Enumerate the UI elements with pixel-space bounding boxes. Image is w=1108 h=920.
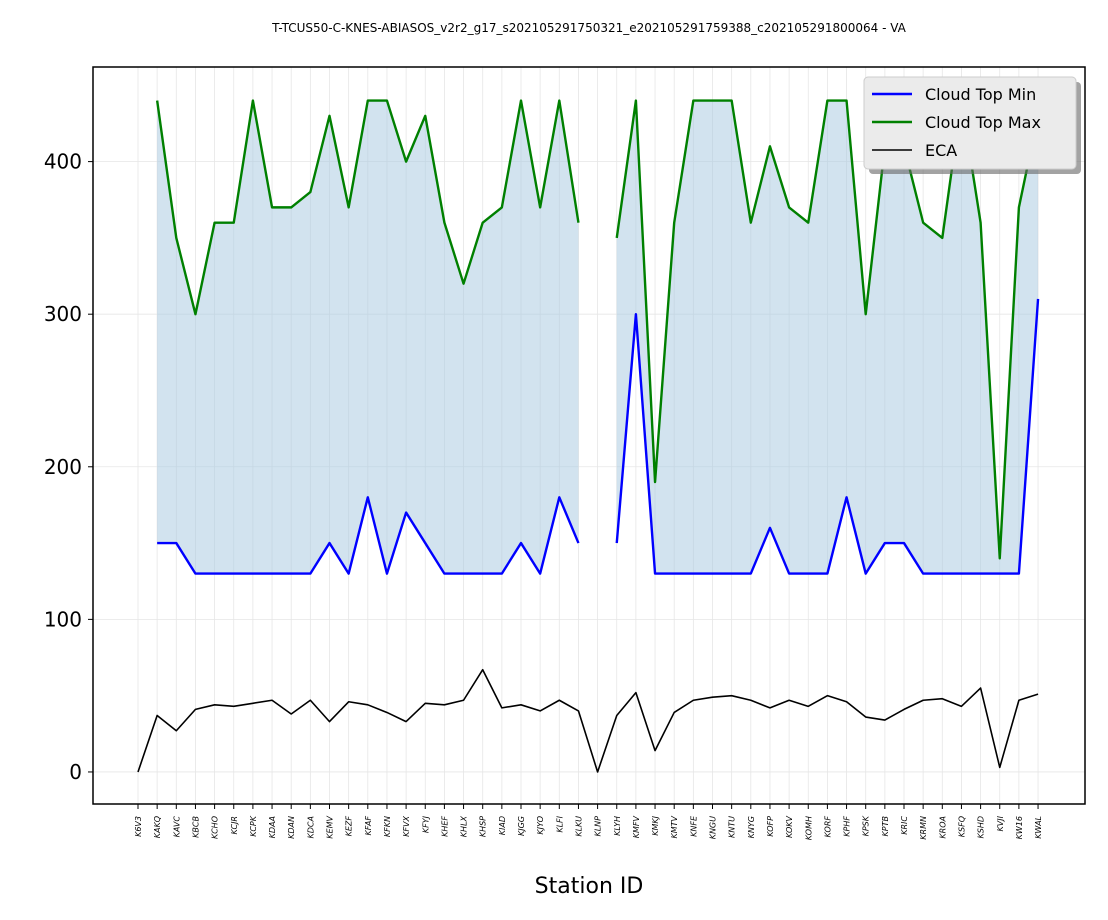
x-tick-label: KJGG: [517, 816, 526, 836]
x-tick-label: KLFI: [555, 815, 564, 832]
x-tick-label: KNTU: [728, 816, 737, 838]
x-tick-label: KNYG: [747, 816, 756, 838]
x-tick-label: KOFP: [766, 816, 775, 837]
x-tick-label: KOMH: [804, 816, 813, 840]
legend-label-cloud-top-max: Cloud Top Max: [925, 113, 1041, 132]
x-tick-label: KLYH: [613, 816, 622, 836]
x-tick-label: KW16: [1015, 816, 1024, 839]
y-tick-label: 0: [69, 760, 82, 784]
legend-label-cloud-top-min: Cloud Top Min: [925, 85, 1036, 104]
x-tick-label: KFAF: [364, 816, 373, 836]
fill-between-area: [157, 100, 579, 574]
legend-box: [863, 76, 1077, 170]
x-tick-label: KDAN: [287, 816, 296, 839]
x-tick-label: KMTV: [670, 815, 679, 838]
y-axis: 0 100 200 300 400: [44, 150, 93, 784]
x-tick-label: KRMN: [919, 816, 928, 840]
x-tick-label: KHSP: [479, 816, 488, 837]
x-tick-label: KPHF: [843, 816, 852, 837]
series-layer: [137, 99, 1040, 773]
x-tick-label: KOKV: [785, 815, 794, 838]
x-tick-label: KFKN: [383, 816, 392, 837]
x-tick-label: KCHO: [211, 816, 220, 839]
x-tick-label: KSFQ: [957, 816, 966, 837]
x-tick-label: KROA: [938, 816, 947, 839]
x-tick-label: KEMV: [326, 815, 335, 838]
x-tick-label: KHLX: [460, 815, 469, 837]
x-tick-label: KJYO: [536, 816, 545, 835]
series-line-eca: [137, 668, 1039, 773]
plot-frame: [92, 66, 1086, 805]
legend-label-eca: ECA: [925, 141, 957, 160]
x-tick-label: KFVX: [402, 815, 411, 836]
chart-title: T-TCUS50-C-KNES-ABIASOS_v2r2_g17_s202105…: [271, 21, 907, 35]
y-tick-label: 300: [44, 302, 82, 326]
x-tick-label: KIAD: [498, 816, 507, 835]
x-tick-label: KAVC: [172, 816, 181, 838]
x-tick-label: KEZF: [345, 816, 354, 837]
x-tick-label: KDAA: [268, 816, 277, 838]
x-tick-label: KDCA: [306, 816, 315, 838]
series-line-cloud-top-min: [157, 298, 1040, 575]
x-axis-label: Station ID: [535, 874, 644, 899]
fill-between-area: [616, 100, 1039, 574]
fill-area-layer: [157, 100, 1039, 574]
x-tick-label: KFYJ: [421, 815, 430, 833]
y-tick-label: 100: [44, 607, 82, 631]
x-tick-label: KAKQ: [153, 816, 162, 838]
x-tick-label: K6V3: [134, 816, 143, 837]
x-tick-label: KLNP: [594, 816, 603, 837]
x-tick-label: KRIC: [900, 816, 909, 835]
x-tick-label: KHEF: [440, 816, 449, 837]
y-tick-label: 400: [44, 150, 82, 174]
x-tick-label: KLKU: [574, 816, 583, 837]
x-tick-label: KMKJ: [651, 815, 660, 835]
x-tick-label: KNGU: [709, 816, 718, 839]
y-tick-label: 200: [44, 455, 82, 479]
x-tick-label: KPSK: [862, 815, 871, 836]
legend-items: Cloud Top Min Cloud Top Max ECA: [872, 85, 1041, 160]
x-tick-label: KORF: [823, 816, 832, 838]
x-tick-label: KWAL: [1034, 816, 1043, 839]
legend: Cloud Top Min Cloud Top Max ECA: [863, 76, 1081, 174]
x-tick-label: KPTB: [881, 816, 890, 836]
x-tick-label: KNFE: [689, 815, 698, 837]
x-axis: K6V3 KAKQ KAVC KBCB KCHO KCJR KCPK KDAA KDAN KDCA…: [134, 804, 1043, 840]
x-tick-label: KMFV: [632, 815, 641, 838]
x-tick-label: KCJR: [230, 816, 239, 835]
x-tick-label: KVJI: [996, 815, 1005, 831]
x-tick-label: KCPK: [249, 815, 258, 836]
x-tick-label: KSHD: [977, 816, 986, 839]
x-tick-label: KBCB: [191, 816, 200, 838]
